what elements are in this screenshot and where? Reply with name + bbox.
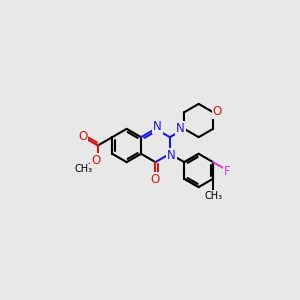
Text: CH₃: CH₃	[204, 191, 222, 201]
Text: O: O	[213, 105, 222, 118]
Text: O: O	[151, 173, 160, 186]
Text: CH₃: CH₃	[75, 164, 93, 175]
Text: N: N	[153, 120, 162, 133]
Text: O: O	[91, 154, 100, 166]
Text: N: N	[167, 149, 176, 162]
Text: O: O	[78, 130, 87, 142]
Text: F: F	[224, 165, 230, 178]
Text: N: N	[176, 122, 185, 135]
